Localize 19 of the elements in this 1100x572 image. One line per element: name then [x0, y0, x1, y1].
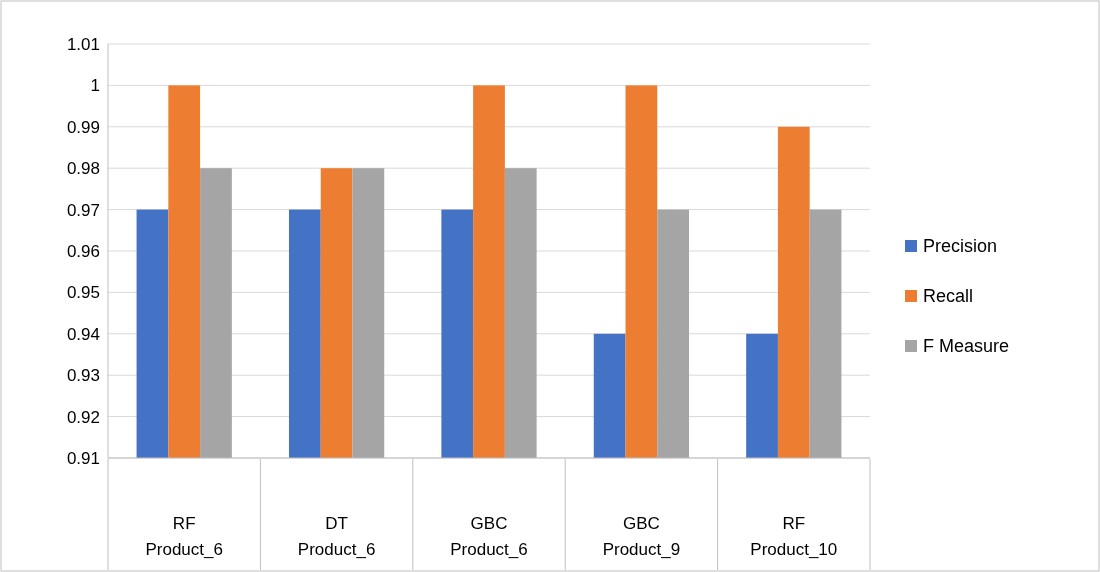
y-tick-label: 0.96	[66, 241, 100, 261]
legend-label: F Measure	[923, 336, 1010, 357]
y-tick-label: 0.95	[66, 283, 100, 303]
x-tick-label: RF Product_6	[145, 514, 223, 559]
x-tick-label: GBC Product_9	[602, 514, 681, 559]
x-tick-label: DT Product_6	[297, 514, 376, 559]
legend-label: Recall	[923, 286, 974, 307]
y-tick-label: 1.01	[66, 34, 100, 54]
y-tick-label: 0.93	[66, 366, 100, 386]
y-tick-label: 1	[90, 76, 100, 96]
x-tick-label: GBC Product_6	[450, 514, 528, 559]
y-tick-label: 0.91	[66, 448, 100, 468]
legend-label: Precision	[923, 236, 998, 257]
y-tick-label: 0.92	[66, 407, 100, 427]
y-tick-label: 0.98	[66, 159, 100, 179]
y-tick-label: 0.99	[66, 117, 100, 137]
y-tick-label: 0.97	[66, 200, 100, 220]
y-tick-label: 0.94	[66, 324, 100, 344]
x-tick-label: RF Product_10	[750, 514, 838, 559]
